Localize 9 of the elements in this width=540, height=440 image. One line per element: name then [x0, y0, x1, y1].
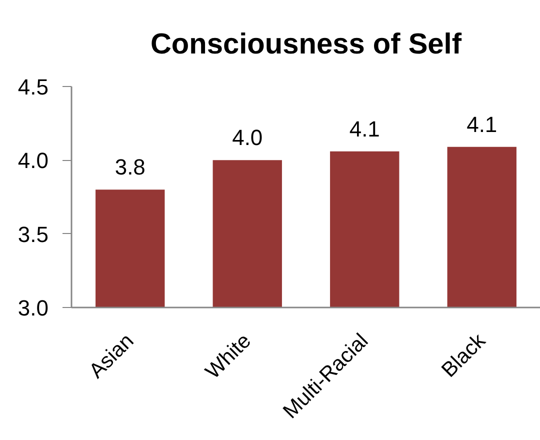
data-label: 4.1 [349, 116, 380, 142]
y-tick-label: 4.5 [18, 74, 49, 100]
chart-title: Consciousness of Self [150, 28, 462, 60]
data-label: 4.0 [232, 125, 263, 150]
y-tick-label: 3.5 [18, 222, 49, 247]
y-tick-label: 3.0 [18, 296, 49, 320]
y-tick-label: 4.0 [18, 148, 49, 174]
data-label: 3.8 [114, 154, 146, 180]
data-label: 4.1 [466, 112, 498, 137]
